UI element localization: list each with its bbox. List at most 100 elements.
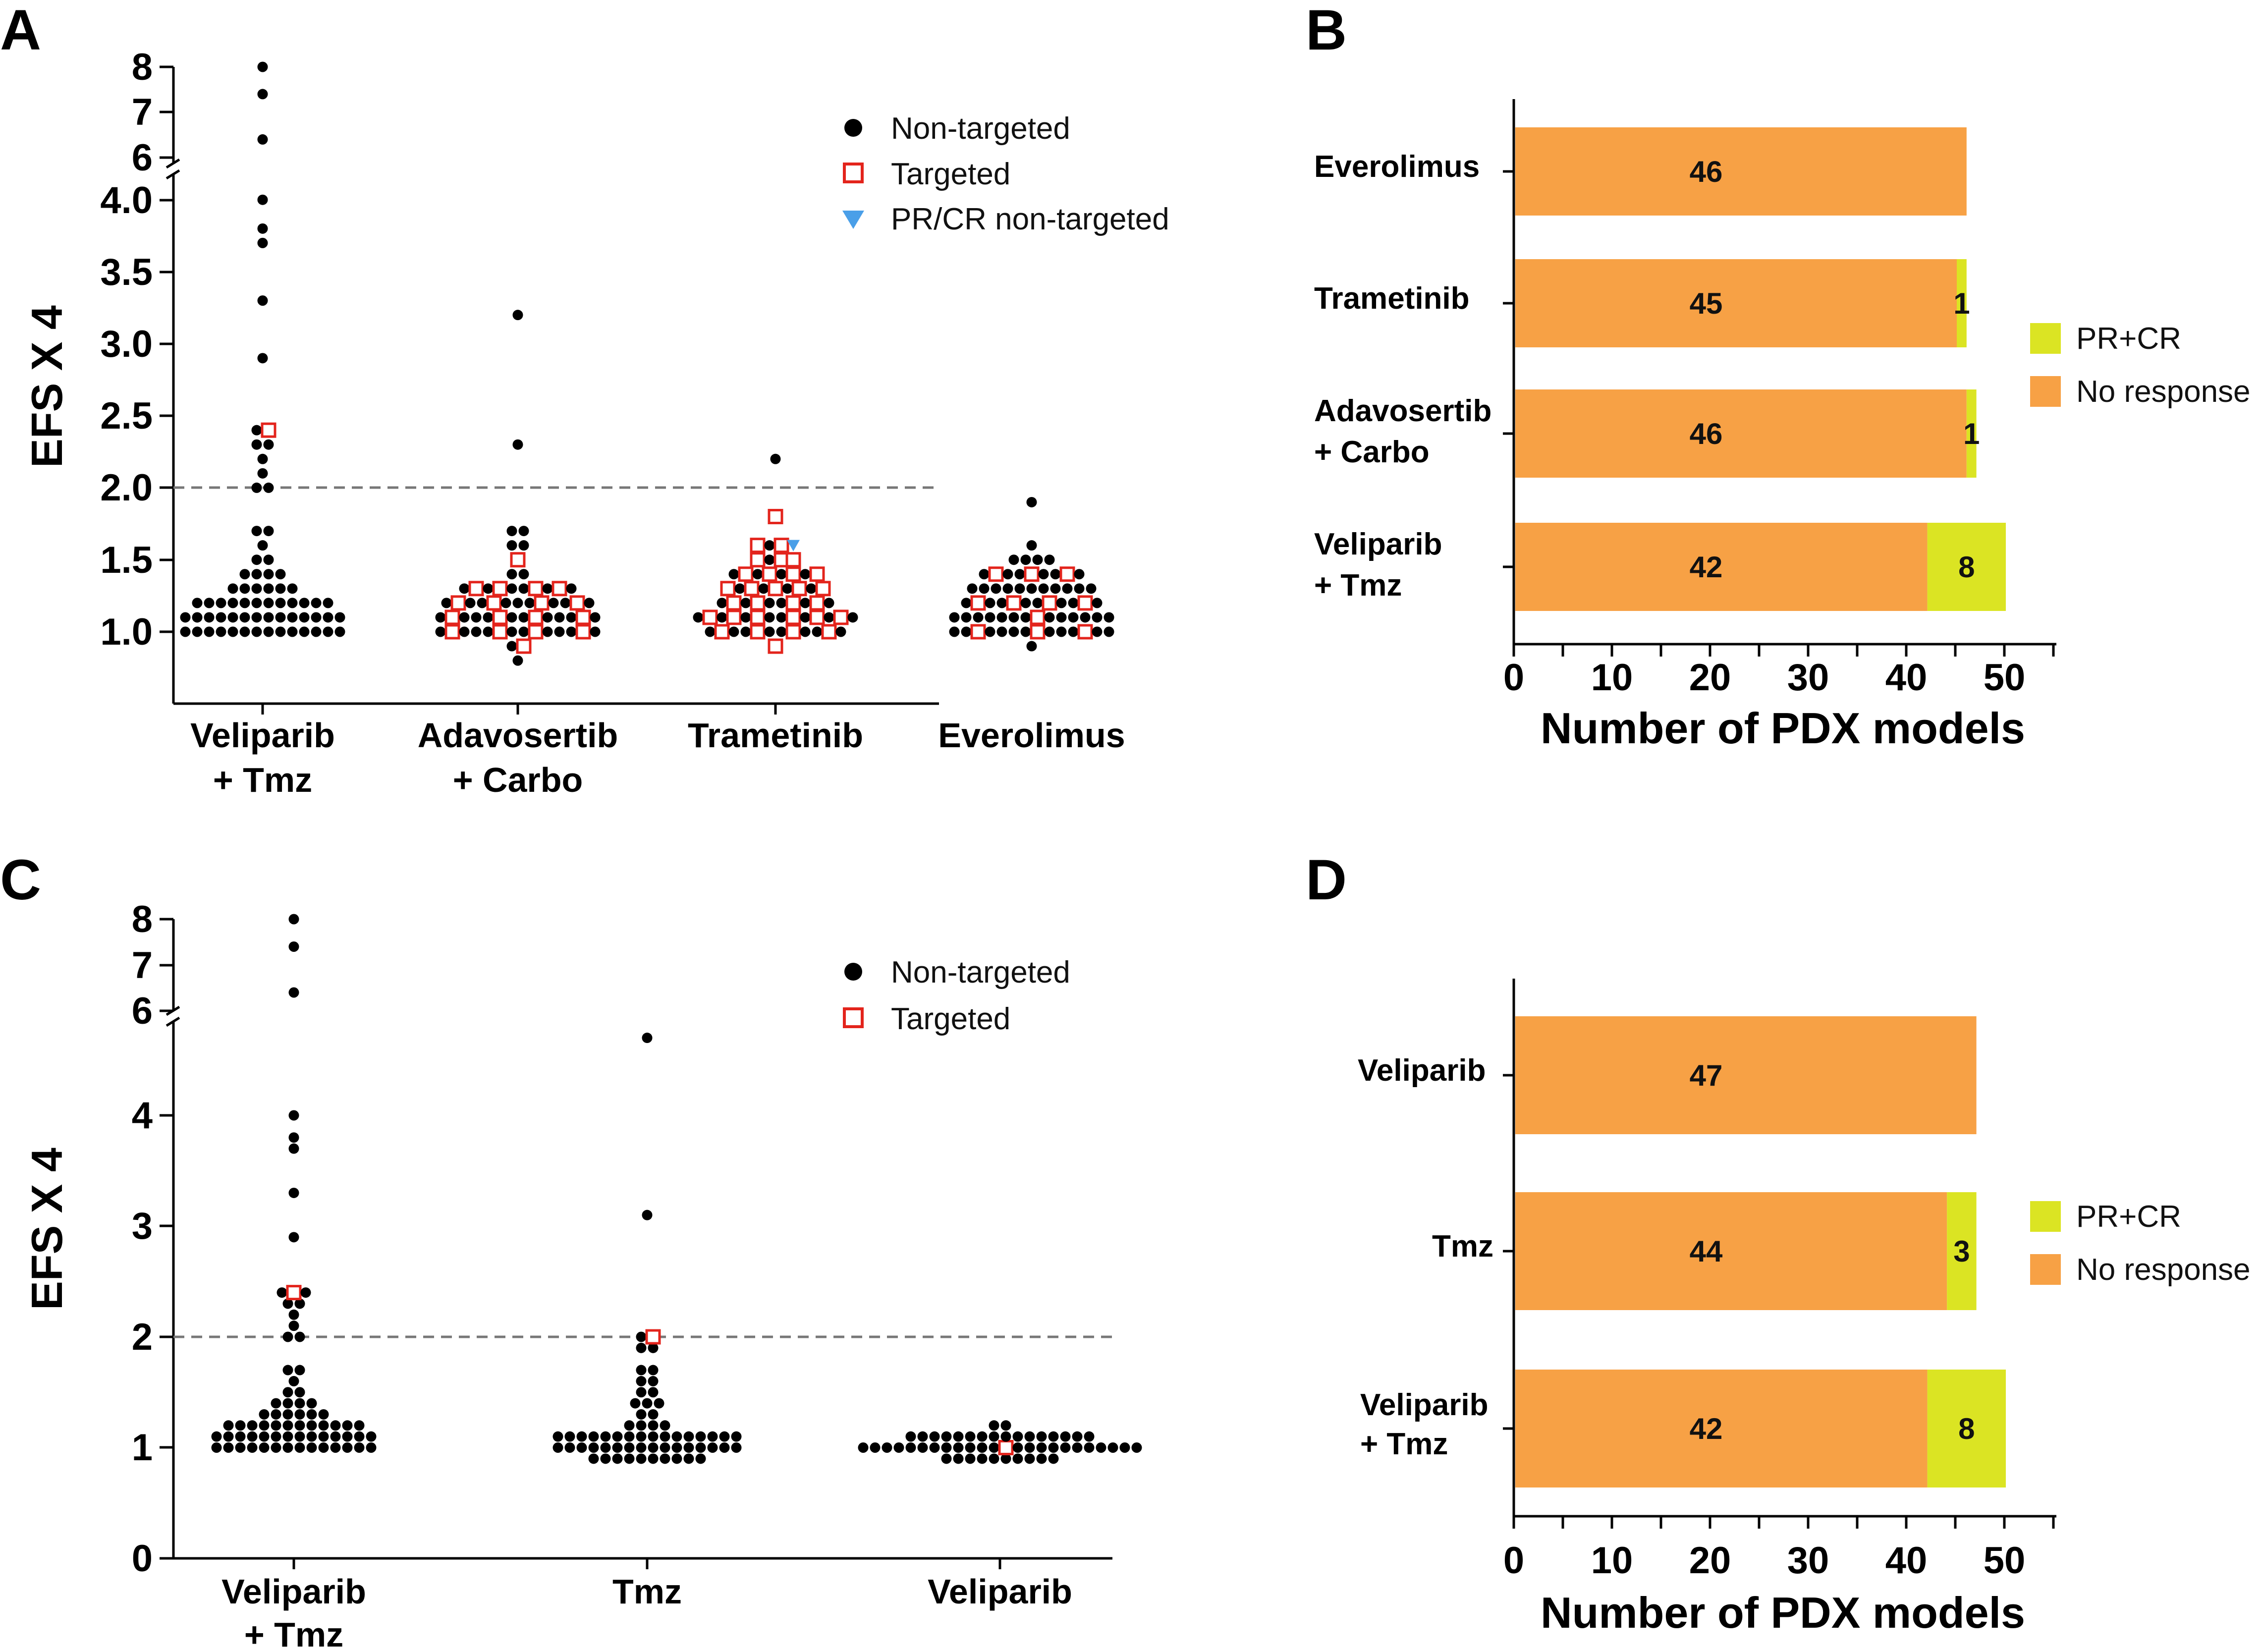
non-targeted-dot [1026, 540, 1037, 551]
non-targeted-dot [1008, 626, 1019, 637]
non-targeted-dot [204, 598, 215, 608]
non-targeted-dot [512, 655, 523, 666]
targeted-marker [750, 609, 766, 625]
non-targeted-dot [600, 1453, 611, 1464]
non-targeted-dot [740, 626, 751, 637]
non-targeted-dot [576, 1442, 587, 1453]
targeted-marker [833, 609, 849, 625]
panel-c: C EFS X 4 0 1 2 3 4 6 7 8 Veliparib + Tm… [0, 848, 1142, 1652]
tick-label: 7 [132, 944, 153, 987]
non-targeted-dot [996, 598, 1007, 608]
targeted-marker [809, 566, 825, 582]
panel-c-y-ticks: 0 1 2 3 4 6 7 8 [132, 898, 173, 1580]
non-targeted-dot [1068, 612, 1079, 623]
non-targeted-dot [216, 626, 226, 637]
non-targeted-dot [1056, 598, 1067, 608]
tick-label: 1.5 [100, 539, 153, 581]
non-targeted-dot [776, 598, 787, 608]
targeted-marker [1077, 595, 1093, 611]
panel-b-x-axis-label: Number of PDX models [1541, 704, 2025, 753]
prcr-bar [1927, 1370, 2006, 1487]
non-targeted-dot [648, 1387, 659, 1398]
tick-label: 8 [132, 46, 153, 88]
non-targeted-dot [263, 439, 274, 450]
non-targeted-dot [294, 1398, 305, 1409]
non-targeted-dot [1038, 569, 1049, 580]
non-targeted-dot [600, 1442, 611, 1453]
non-targeted-dot [1056, 626, 1067, 637]
non-targeted-dot [707, 1431, 718, 1442]
non-targeted-dot [354, 1442, 365, 1453]
non-targeted-dot [477, 598, 488, 608]
non-targeted-dot [1020, 626, 1031, 637]
non-targeted-dot [1032, 554, 1043, 565]
tick-label: 20 [1689, 1540, 1731, 1582]
non-targeted-dot [251, 554, 262, 565]
non-targeted-dot [989, 1420, 999, 1431]
non-targeted-dot [288, 941, 299, 952]
prcr-marker [787, 540, 800, 551]
non-targeted-dot [506, 583, 517, 594]
non-targeted-dot [782, 583, 793, 594]
non-targeted-dot [548, 598, 559, 608]
bar-value-label: 47 [1690, 1059, 1723, 1092]
category-label: + Tmz [213, 761, 312, 799]
non-targeted-dot [251, 626, 262, 637]
targeted-marker [970, 624, 986, 640]
targeted-marker [809, 609, 825, 625]
non-targeted-dot [648, 1409, 659, 1420]
category-label: Trametinib [1314, 281, 1470, 316]
non-targeted-dot [671, 1442, 682, 1453]
non-targeted-dot [1048, 1442, 1059, 1453]
non-targeted-dot [989, 1431, 999, 1442]
non-targeted-dot [465, 598, 476, 608]
non-targeted-dot [683, 1453, 694, 1464]
panel-b: B 0 10 20 30 40 50 Number of PDX models … [1306, 0, 2251, 753]
non-targeted-dot [1068, 598, 1079, 608]
targeted-marker [528, 609, 544, 625]
tick-label: 2.0 [100, 467, 153, 509]
non-targeted-dot [740, 598, 751, 608]
non-targeted-dot [917, 1431, 928, 1442]
targeted-marker [528, 581, 544, 597]
bar-value-label: 8 [1958, 551, 1975, 584]
bar-value-label: 42 [1690, 551, 1723, 584]
non-targeted-dot [282, 1420, 293, 1431]
non-targeted-dot [642, 1033, 653, 1044]
category-label: Trametinib [688, 716, 863, 755]
non-targeted-dot [953, 1453, 964, 1464]
non-targeted-dot [263, 526, 274, 537]
non-targeted-dot [941, 1442, 952, 1453]
non-targeted-dot [211, 1442, 222, 1453]
panel-b-x-ticks: 0 10 20 30 40 50 [1503, 644, 2055, 699]
targeted-marker [809, 595, 825, 611]
non-targeted-dot [882, 1442, 892, 1453]
panel-b-bars: 46 45 1 46 1 42 8 [1515, 127, 2006, 611]
non-targeted-dot [648, 1376, 659, 1386]
non-targeted-dot [1104, 626, 1114, 637]
panel-c-axis-break-lower [166, 1016, 180, 1027]
non-targeted-dot [1024, 1453, 1035, 1464]
non-targeted-dot [299, 598, 310, 608]
non-targeted-dot [564, 1431, 575, 1442]
targeted-marker [569, 595, 585, 611]
panel-c-x-ticks: Veliparib + Tmz Tmz Veliparib [221, 1558, 1072, 1652]
non-targeted-dot [728, 569, 739, 580]
non-targeted-dot [251, 598, 262, 608]
non-targeted-dot [965, 1453, 976, 1464]
targeted-marker [726, 595, 742, 611]
non-targeted-dot [929, 1431, 940, 1442]
panel-a-y-ticks: 1.0 1.5 2.0 2.5 3.0 3.5 4.0 6 7 8 [100, 46, 173, 653]
non-targeted-dot [588, 1442, 599, 1453]
non-targeted-dot [1050, 569, 1061, 580]
non-targeted-dot [770, 453, 781, 464]
targeted-marker [750, 595, 766, 611]
non-targeted-dot [648, 1342, 659, 1353]
non-targeted-dot [276, 1287, 287, 1298]
non-targeted-dot [764, 626, 775, 637]
targeted-marker [1024, 566, 1040, 582]
non-targeted-dot [636, 1442, 647, 1453]
non-targeted-dot [560, 598, 571, 608]
tick-label: 40 [1885, 1540, 1928, 1582]
non-targeted-dot [294, 1387, 305, 1398]
